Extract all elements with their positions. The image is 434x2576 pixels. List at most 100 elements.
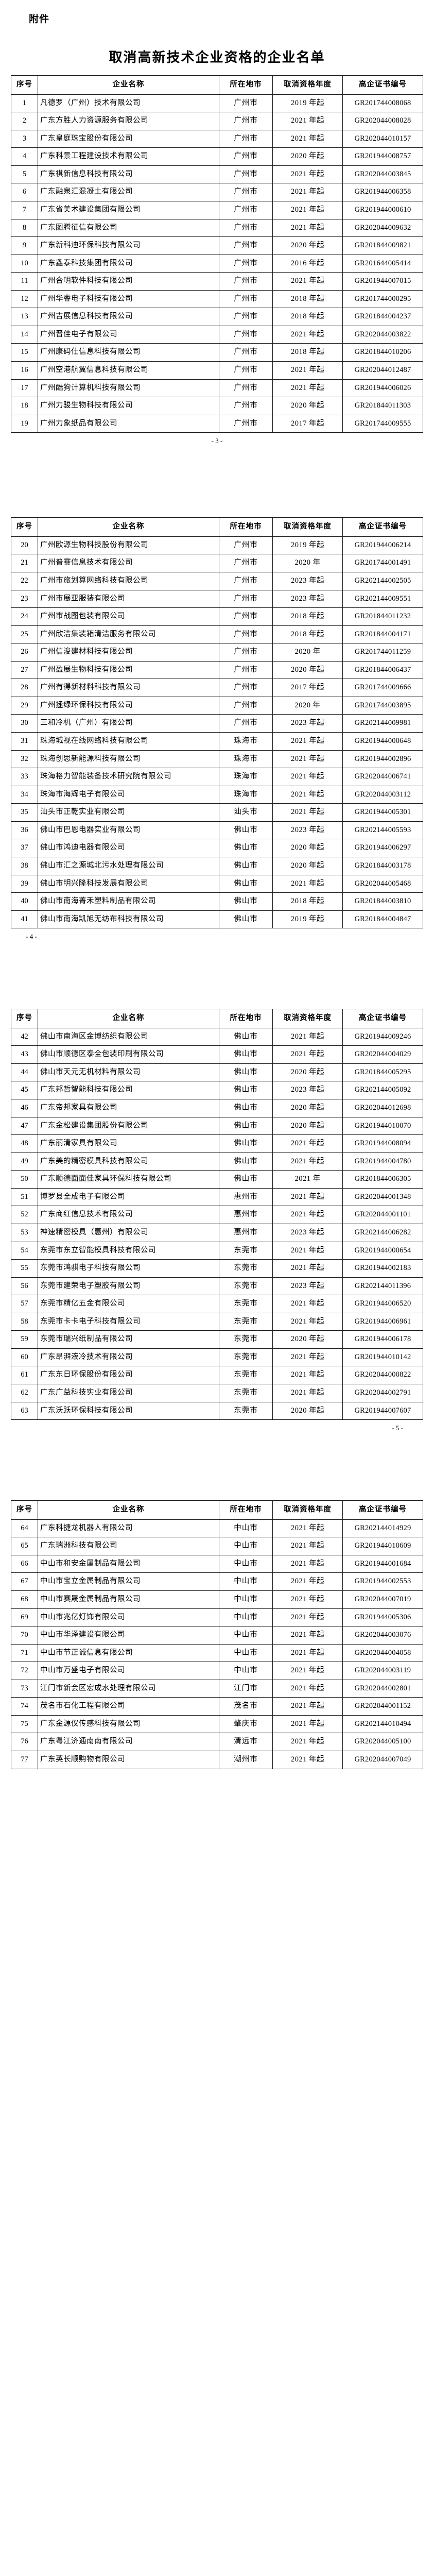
table-row: 73 江门市新会区宏成水处理有限公司 江门市 2021 年起 GR20204400280… (11, 1679, 423, 1698)
cell-no: 4 (11, 147, 38, 166)
cell-no: 24 (11, 607, 38, 626)
cell-cert: GR201744008068 (342, 94, 423, 113)
cell-city: 佛山市 (219, 910, 273, 929)
cell-cert: GR202044005100 (342, 1733, 423, 1751)
table-body-page-2: 20 广州欧源生物科技股份有限公司 广州市 2019 年起 GR201944006214… (11, 536, 423, 929)
table-row: 23 广州市展亚服装有限公司 广州市 2023 年起 GR202144009551 (11, 589, 423, 608)
document-page-4: 序号 企业名称 所在地市 取消资格年度 高企证书编号 64 广东科捷龙机器人有限公… (0, 1447, 434, 1769)
cell-name: 汕头市正乾实业有限公司 (38, 803, 219, 822)
cell-year: 2021 年起 (272, 1572, 343, 1591)
cell-name: 江门市新会区宏成水处理有限公司 (38, 1679, 219, 1698)
cell-year: 2021 年起 (272, 1384, 343, 1402)
table-row: 10 广东鑫泰科技集团有限公司 广州市 2016 年起 GR201644005414 (11, 254, 423, 273)
page-3-top-margin (10, 955, 424, 1009)
cell-name: 佛山市天元无机材料有限公司 (38, 1063, 219, 1082)
cell-cert: GR201944010609 (342, 1537, 423, 1555)
cell-city: 广州市 (219, 379, 273, 398)
cell-no: 75 (11, 1715, 38, 1734)
table-row: 20 广州欧源生物科技股份有限公司 广州市 2019 年起 GR201944006214 (11, 536, 423, 555)
cell-year: 2020 年 (272, 643, 343, 662)
cell-no: 33 (11, 768, 38, 786)
cell-no: 35 (11, 803, 38, 822)
cell-name: 中山市兆亿灯饰有限公司 (38, 1608, 219, 1627)
cell-year: 2021 年起 (272, 200, 343, 219)
cell-cert: GR201844003178 (342, 856, 423, 875)
cell-name: 珠海创思新能源科技有限公司 (38, 750, 219, 769)
table-row: 15 广州康码仕信息科技有限公司 广州市 2018 年起 GR201844010206 (11, 343, 423, 362)
column-header-cert: 高企证书编号 (342, 75, 423, 95)
cell-year: 2023 年起 (272, 1223, 343, 1242)
cell-cert: GR202144005593 (342, 821, 423, 840)
cell-year: 2018 年起 (272, 892, 343, 911)
cell-year: 2021 年起 (272, 1679, 343, 1698)
cell-year: 2020 年起 (272, 1401, 343, 1420)
cell-city: 中山市 (219, 1662, 273, 1680)
cell-city: 佛山市 (219, 856, 273, 875)
cell-cert: GR202044003076 (342, 1626, 423, 1645)
cell-cert: GR201944007015 (342, 272, 423, 291)
cell-cert: GR202144011396 (342, 1277, 423, 1296)
table-row: 21 广州普赛信息技术有限公司 广州市 2020 年 GR201744001491 (11, 554, 423, 572)
cell-cert: GR202044003112 (342, 785, 423, 804)
cell-year: 2021 年起 (272, 1643, 343, 1663)
cell-no: 31 (11, 732, 38, 751)
cell-no: 76 (11, 1733, 38, 1751)
cell-city: 广州市 (219, 714, 273, 733)
column-header-cert: 高企证书编号 (342, 1009, 423, 1028)
cell-no: 53 (11, 1223, 38, 1242)
cell-no: 37 (11, 839, 38, 857)
cell-no: 12 (11, 290, 38, 309)
cell-cert: GR202044001152 (342, 1697, 423, 1716)
cell-name: 广州欧源生物科技股份有限公司 (38, 536, 219, 555)
cell-city: 珠海市 (219, 750, 273, 769)
cell-city: 广州市 (219, 536, 273, 555)
cell-year: 2020 年起 (272, 856, 343, 875)
cell-year: 2021 年起 (272, 803, 343, 822)
table-row: 46 广东帝邦家具有限公司 佛山市 2020 年起 GR202044012698 (11, 1099, 423, 1117)
cell-cert: GR202144010494 (342, 1715, 423, 1734)
cell-city: 佛山市 (219, 1152, 273, 1171)
document-page-3: 序号 企业名称 所在地市 取消资格年度 高企证书编号 42 佛山市南海区金博纺织有… (0, 955, 434, 1432)
cell-year: 2021 年起 (272, 129, 343, 148)
cell-city: 广州市 (219, 94, 273, 113)
cell-year: 2021 年起 (272, 218, 343, 238)
table-row: 56 东莞市建荣电子塑胶有限公司 东莞市 2023 年起 GR202144011396 (11, 1277, 423, 1296)
table-row: 52 广东商红信息技术有限公司 惠州市 2021 年起 GR202044001101 (11, 1206, 423, 1224)
cell-no: 32 (11, 750, 38, 769)
cell-city: 中山市 (219, 1626, 273, 1645)
cell-city: 东莞市 (219, 1384, 273, 1402)
cell-cert: GR201944000648 (342, 732, 423, 751)
cell-no: 57 (11, 1295, 38, 1313)
cell-city: 佛山市 (219, 1134, 273, 1153)
cell-no: 38 (11, 856, 38, 875)
cell-no: 27 (11, 660, 38, 680)
cell-cert: GR201744001491 (342, 554, 423, 572)
cell-cert: GR202144009551 (342, 589, 423, 608)
cell-cert: GR202144002505 (342, 571, 423, 590)
cell-no: 29 (11, 696, 38, 715)
cell-year: 2021 年起 (272, 1348, 343, 1367)
column-header-name: 企业名称 (38, 1009, 219, 1028)
cell-year: 2021 年起 (272, 1626, 343, 1645)
cell-no: 42 (11, 1027, 38, 1046)
cell-cert: GR201844003810 (342, 892, 423, 911)
cell-cert: GR202144006282 (342, 1223, 423, 1242)
column-header-year: 取消资格年度 (272, 1009, 343, 1028)
column-header-year: 取消资格年度 (272, 75, 343, 95)
cell-no: 26 (11, 643, 38, 662)
cell-no: 21 (11, 554, 38, 572)
cell-year: 2016 年起 (272, 254, 343, 273)
page-separator-2 (0, 941, 434, 956)
cell-city: 广州市 (219, 643, 273, 662)
cell-name: 东莞市精亿五金有限公司 (38, 1295, 219, 1313)
table-row: 8 广东图腾征信有限公司 广州市 2021 年起 GR202044009632 (11, 218, 423, 238)
cell-cert: GR202044003822 (342, 325, 423, 344)
table-row: 40 佛山市南海菁禾塑料制品有限公司 佛山市 2018 年起 GR20184400381… (11, 892, 423, 911)
cell-name: 广东金源仪传感科技有限公司 (38, 1715, 219, 1734)
cell-cert: GR202044001348 (342, 1188, 423, 1207)
cell-year: 2021 年起 (272, 1134, 343, 1153)
cell-cert: GR202044000822 (342, 1366, 423, 1384)
cell-cert: GR202044007019 (342, 1590, 423, 1609)
table-row: 29 广州拯绿环保科技有限公司 广州市 2020 年 GR201744003895 (11, 696, 423, 715)
cell-city: 中山市 (219, 1643, 273, 1663)
